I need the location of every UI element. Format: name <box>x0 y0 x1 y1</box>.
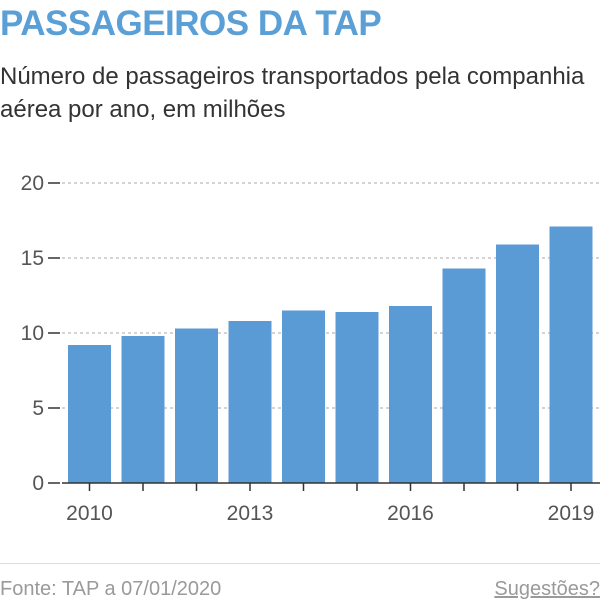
y-tick-label: 5 <box>32 397 44 420</box>
bar-2014 <box>282 310 325 483</box>
y-tick-label: 20 <box>21 172 44 195</box>
source-note: Fonte: TAP a 07/01/2020 <box>0 578 222 600</box>
suggestions-link[interactable]: Sugestões? <box>494 578 600 600</box>
chart-title: PASSAGEIROS DA TAP <box>0 4 382 43</box>
y-tick-label: 10 <box>21 322 44 345</box>
bar-2013 <box>228 321 272 483</box>
x-tick-label: 2010 <box>66 502 113 525</box>
bar-2012 <box>175 328 218 483</box>
x-tick-label: 2019 <box>548 502 595 525</box>
y-tick-label: 15 <box>21 247 44 270</box>
footer-divider <box>0 563 600 564</box>
x-tick-label: 2016 <box>387 502 434 525</box>
bar-2015 <box>335 312 379 483</box>
bar-2010 <box>68 345 111 483</box>
bar-chart: 0 5 10 15 20 2010 2013 2016 2019 <box>21 172 600 525</box>
bar-2011 <box>121 336 165 483</box>
bar-2017 <box>442 268 486 483</box>
bar-2018 <box>496 244 539 483</box>
chart-subtitle: Número de passageiros transportados pela… <box>0 63 585 123</box>
bar-2016 <box>389 306 432 483</box>
bar-2019 <box>549 226 593 483</box>
x-tick-label: 2013 <box>227 502 274 525</box>
y-tick-label: 0 <box>32 472 44 495</box>
